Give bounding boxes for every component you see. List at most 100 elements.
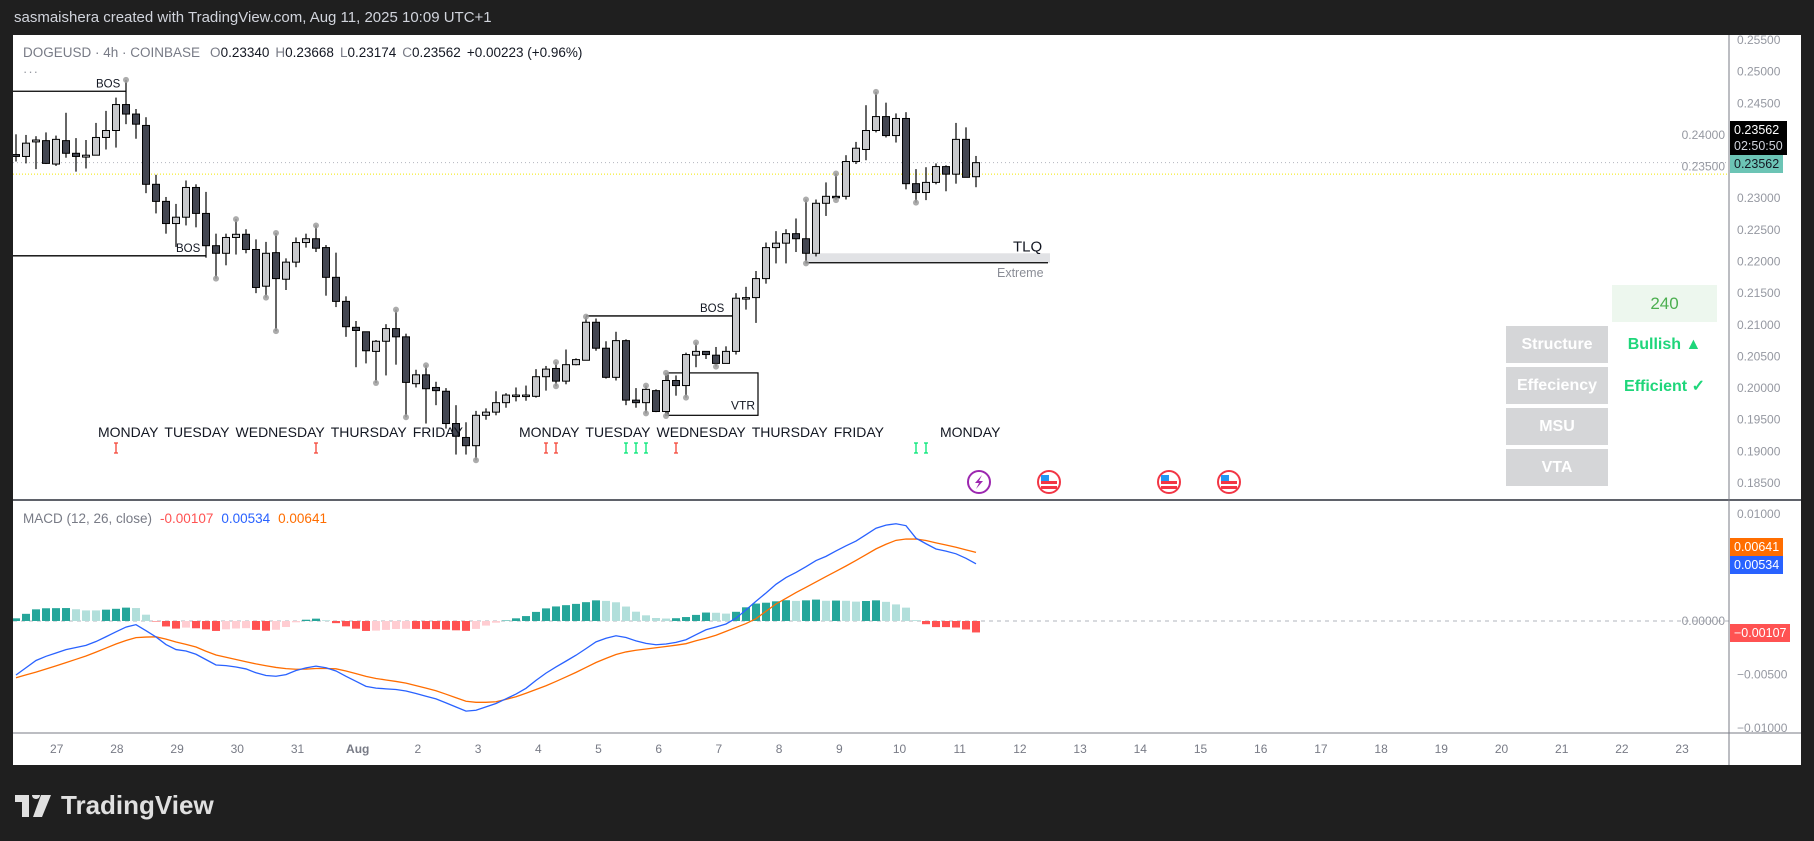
candle-bear bbox=[652, 390, 660, 413]
macd-histogram-bar bbox=[492, 621, 500, 623]
candle-bear bbox=[452, 423, 460, 437]
time-tick: 13 bbox=[1073, 742, 1087, 756]
macd-histogram-bar bbox=[32, 609, 40, 621]
day-label: MONDAY bbox=[519, 424, 580, 440]
swing-point bbox=[683, 394, 689, 401]
close-price-tag: 0.23562 bbox=[1730, 155, 1784, 173]
symbol-title[interactable]: DOGEUSD · 4h · COINBASE bbox=[23, 45, 201, 60]
macd-histogram-bar bbox=[13, 618, 20, 621]
chart-area[interactable]: 0.25500 0.25000 0.24500 0.24000 0.23500 0.230… bbox=[13, 35, 1801, 765]
candle-bear bbox=[552, 367, 560, 382]
macd-title[interactable]: MACD (12, 26, close) bbox=[23, 511, 153, 526]
time-tick: 10 bbox=[893, 742, 907, 756]
candle-bull bbox=[642, 388, 650, 404]
candle-bear bbox=[602, 347, 610, 378]
session-marker bbox=[644, 442, 648, 454]
price-tick: 0.25000 bbox=[1737, 65, 1781, 79]
bos-label: BOS bbox=[176, 243, 201, 255]
macd-histogram-bar bbox=[292, 621, 300, 623]
macd-histogram-bar bbox=[162, 621, 170, 627]
candle-bear bbox=[942, 166, 950, 175]
macd-histogram-bar bbox=[892, 604, 900, 621]
macd-histogram-bar bbox=[172, 621, 180, 629]
macd-histogram-bar bbox=[452, 621, 460, 631]
flag-stripe bbox=[1161, 486, 1177, 489]
macd-histogram-bar bbox=[232, 621, 240, 629]
macd-histogram-bar bbox=[372, 621, 380, 631]
symbol-legend: DOGEUSD · 4h · COINBASE O0.23340 H0.2366… bbox=[23, 45, 582, 60]
swing-point bbox=[803, 196, 809, 203]
macd-signal-line bbox=[15, 538, 977, 703]
flag-canton bbox=[1041, 475, 1049, 481]
time-tick: 28 bbox=[110, 742, 124, 756]
flag-stripe bbox=[1041, 486, 1057, 489]
macd-histogram-bar bbox=[82, 610, 90, 621]
candle-bear bbox=[322, 247, 330, 278]
macd-histogram-bar bbox=[332, 621, 340, 624]
macd-histogram-bar bbox=[312, 618, 320, 621]
macd-histogram-bar bbox=[622, 606, 630, 621]
price-tick: 0.22500 bbox=[1737, 223, 1781, 237]
candle-bull bbox=[772, 242, 780, 249]
candle-bull bbox=[782, 233, 790, 244]
structure-label: Structure bbox=[1506, 326, 1608, 363]
candle-bear bbox=[42, 140, 50, 164]
candle-bear bbox=[332, 276, 340, 302]
swing-point bbox=[423, 362, 429, 369]
candle-bull bbox=[182, 186, 190, 218]
candle-bear bbox=[13, 154, 20, 157]
swing-point bbox=[233, 216, 239, 223]
macd-histogram-bar bbox=[692, 614, 700, 621]
time-tick: 31 bbox=[291, 742, 305, 756]
macd-histogram-bar bbox=[712, 612, 720, 621]
candle-bear bbox=[62, 140, 70, 154]
price-tick: 0.19500 bbox=[1737, 413, 1781, 427]
time-tick: 20 bbox=[1495, 742, 1509, 756]
candle-bull bbox=[52, 138, 60, 165]
macd-histogram-bar bbox=[672, 618, 680, 621]
candle-bull bbox=[682, 354, 690, 387]
tlq-zone bbox=[806, 253, 1050, 263]
swing-point bbox=[833, 170, 839, 177]
efficiency-label: Effeciency bbox=[1506, 367, 1608, 404]
candle-bull bbox=[952, 138, 960, 175]
session-marker bbox=[634, 442, 638, 454]
candle-bear bbox=[272, 252, 280, 280]
candle-bull bbox=[732, 297, 740, 352]
price-tick: 0.22000 bbox=[1737, 255, 1781, 269]
structure-value: Bullish ▲ bbox=[1627, 335, 1702, 353]
swing-point bbox=[263, 294, 269, 301]
macd-histogram-bar bbox=[472, 621, 480, 629]
macd-histogram-bar bbox=[402, 621, 410, 629]
macd-histogram-bar bbox=[322, 620, 330, 621]
signal-tag: 0.00641 bbox=[1730, 538, 1784, 556]
time-tick: 5 bbox=[595, 742, 602, 756]
time-tick: 19 bbox=[1435, 742, 1449, 756]
candle-bull bbox=[92, 136, 100, 156]
session-marker bbox=[914, 442, 918, 454]
macd-histogram-bar bbox=[902, 607, 910, 621]
macd-histogram-bar bbox=[482, 621, 490, 626]
candle-bull bbox=[82, 154, 90, 158]
candle-bull bbox=[662, 380, 670, 413]
last-price-tag: 0.23562 02:50:50 bbox=[1730, 121, 1787, 155]
candle-bull bbox=[862, 130, 870, 150]
chart-canvas[interactable]: 0.25500 0.25000 0.24500 0.24000 0.23500 0.230… bbox=[13, 35, 1801, 765]
candle-bear bbox=[962, 138, 970, 178]
tradingview-logo[interactable]: TradingView bbox=[15, 790, 214, 821]
candle-bull bbox=[822, 195, 830, 204]
candle-bear bbox=[462, 436, 470, 447]
swing-point bbox=[913, 199, 919, 206]
time-tick: 30 bbox=[231, 742, 245, 756]
time-tick: 16 bbox=[1254, 742, 1268, 756]
macd-histogram-bar bbox=[632, 611, 640, 621]
swing-point bbox=[693, 339, 699, 346]
candle-bear bbox=[392, 328, 400, 338]
time-tick: Aug bbox=[346, 742, 369, 756]
more-options-button[interactable]: ··· bbox=[23, 64, 39, 79]
bar-countdown: 02:50:50 bbox=[1734, 139, 1783, 153]
low-value: 0.23174 bbox=[347, 45, 397, 60]
open-value: 0.23340 bbox=[220, 45, 270, 60]
swing-point bbox=[123, 76, 129, 83]
candle-bull bbox=[932, 166, 940, 183]
